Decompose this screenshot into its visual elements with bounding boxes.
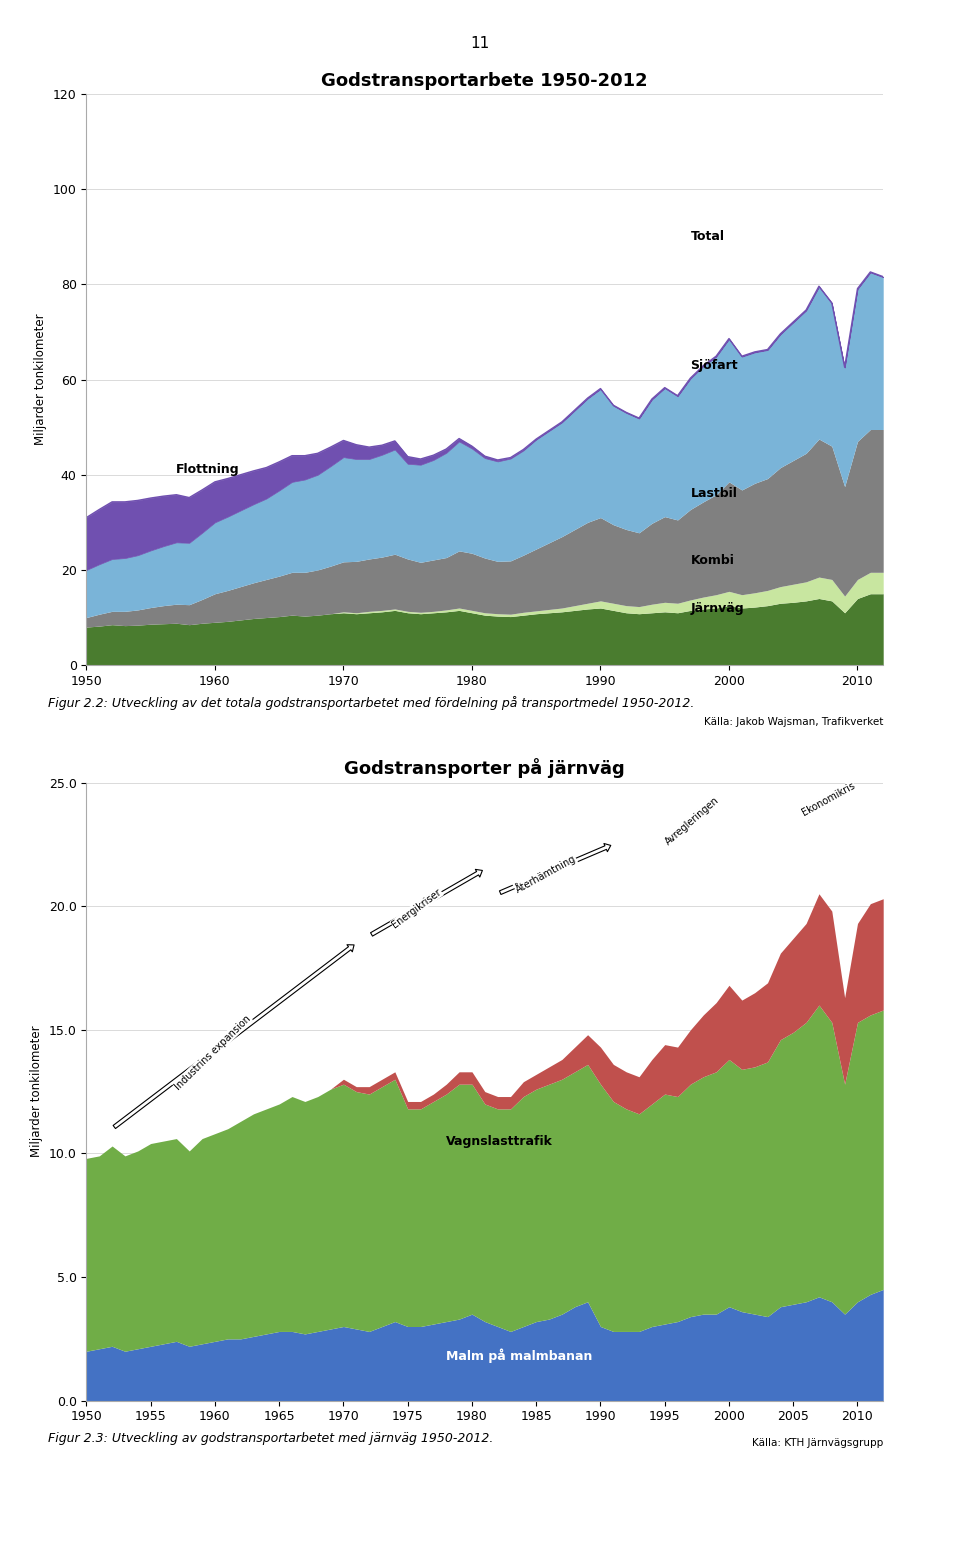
Text: Källa: KTH Järnvägsgrupp: Källa: KTH Järnvägsgrupp <box>752 1438 883 1448</box>
Text: Kombi: Kombi <box>690 554 734 567</box>
Text: Ekonomikris: Ekonomikris <box>800 781 856 818</box>
Text: Järnväg: Järnväg <box>690 601 744 615</box>
Title: Godstransportarbete 1950-2012: Godstransportarbete 1950-2012 <box>322 72 648 89</box>
Text: Total: Total <box>690 230 725 243</box>
Text: Källa: Jakob Wajsman, Trafikverket: Källa: Jakob Wajsman, Trafikverket <box>704 717 883 726</box>
Text: Energikriser: Energikriser <box>391 887 444 930</box>
Text: Figur 2.2: Utveckling av det totala godstransportarbetet med fördelning på trans: Figur 2.2: Utveckling av det totala gods… <box>48 696 694 711</box>
Text: Sjöfart: Sjöfart <box>690 358 738 372</box>
Text: Malm på malmbanan: Malm på malmbanan <box>446 1349 592 1363</box>
Text: Figur 2.3: Utveckling av godstransportarbetet med järnväg 1950-2012.: Figur 2.3: Utveckling av godstransportar… <box>48 1432 493 1444</box>
Text: Flottning: Flottning <box>177 463 240 476</box>
Text: Vagnslasttrafik: Vagnslasttrafik <box>446 1135 553 1147</box>
Text: Återhämtning: Återhämtning <box>513 851 578 895</box>
Text: Lastbil: Lastbil <box>690 487 737 501</box>
Text: 11: 11 <box>470 36 490 52</box>
Text: Industrins expansion: Industrins expansion <box>173 1013 252 1091</box>
Text: Kombitrafik: Kombitrafik <box>537 937 618 950</box>
Title: Godstransporter på järnväg: Godstransporter på järnväg <box>345 757 625 778</box>
Text: Avregleringen: Avregleringen <box>663 795 721 847</box>
Y-axis label: Miljarder tonkilometer: Miljarder tonkilometer <box>31 1025 43 1158</box>
Y-axis label: Miljarder tonkilometer: Miljarder tonkilometer <box>35 313 47 446</box>
